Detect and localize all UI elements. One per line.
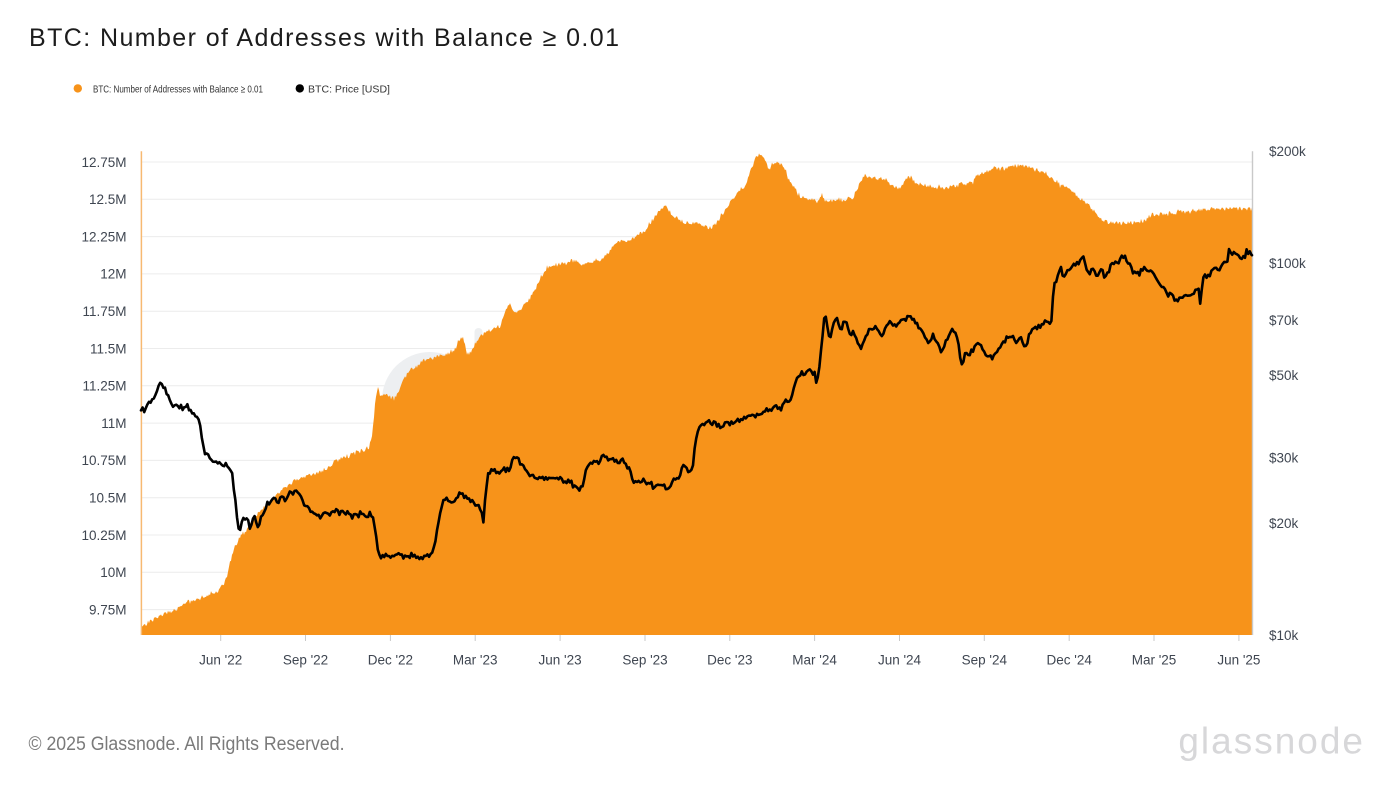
svg-text:$30k: $30k bbox=[1269, 451, 1299, 466]
svg-text:10.25M: 10.25M bbox=[81, 528, 126, 543]
svg-text:Sep '22: Sep '22 bbox=[283, 653, 328, 668]
svg-text:Sep '23: Sep '23 bbox=[622, 653, 667, 668]
svg-text:$200k: $200k bbox=[1269, 144, 1306, 159]
svg-text:12.25M: 12.25M bbox=[81, 229, 126, 244]
svg-text:$50k: $50k bbox=[1269, 368, 1299, 383]
svg-text:Mar '23: Mar '23 bbox=[453, 653, 498, 668]
svg-text:$70k: $70k bbox=[1269, 313, 1299, 328]
svg-text:Jun '24: Jun '24 bbox=[878, 653, 922, 668]
svg-text:Mar '24: Mar '24 bbox=[792, 653, 837, 668]
svg-text:11.75M: 11.75M bbox=[82, 304, 126, 319]
svg-text:11.25M: 11.25M bbox=[82, 379, 126, 394]
svg-text:10M: 10M bbox=[100, 565, 126, 580]
svg-text:Dec '23: Dec '23 bbox=[707, 653, 752, 668]
svg-text:Dec '22: Dec '22 bbox=[368, 653, 413, 668]
svg-text:9.75M: 9.75M bbox=[89, 602, 127, 617]
svg-text:Jun '23: Jun '23 bbox=[539, 653, 582, 668]
svg-text:Jun '25: Jun '25 bbox=[1217, 653, 1260, 668]
svg-text:Dec '24: Dec '24 bbox=[1047, 653, 1093, 668]
svg-text:11.5M: 11.5M bbox=[90, 341, 127, 356]
svg-text:$20k: $20k bbox=[1269, 516, 1299, 531]
svg-text:11M: 11M bbox=[101, 416, 126, 431]
svg-text:12M: 12M bbox=[100, 267, 126, 282]
svg-text:12.5M: 12.5M bbox=[89, 192, 127, 207]
svg-text:12.75M: 12.75M bbox=[81, 155, 126, 170]
svg-text:© 2025 Glassnode. All Rights R: © 2025 Glassnode. All Rights Reserved. bbox=[29, 734, 345, 755]
svg-text:BTC: Price [USD]: BTC: Price [USD] bbox=[308, 83, 390, 95]
svg-text:10.75M: 10.75M bbox=[81, 453, 126, 468]
svg-text:Sep '24: Sep '24 bbox=[962, 653, 1008, 668]
svg-text:$100k: $100k bbox=[1269, 256, 1306, 271]
svg-text:$10k: $10k bbox=[1269, 628, 1299, 643]
svg-text:Mar '25: Mar '25 bbox=[1132, 653, 1177, 668]
svg-text:BTC: Number of Addresses with: BTC: Number of Addresses with Balance ≥ … bbox=[93, 83, 263, 95]
svg-text:BTC: Number of Addresses with: BTC: Number of Addresses with Balance ≥ … bbox=[29, 24, 619, 52]
svg-text:glassnode: glassnode bbox=[1178, 721, 1365, 762]
svg-text:Jun '22: Jun '22 bbox=[199, 653, 242, 668]
svg-text:10.5M: 10.5M bbox=[89, 491, 127, 506]
